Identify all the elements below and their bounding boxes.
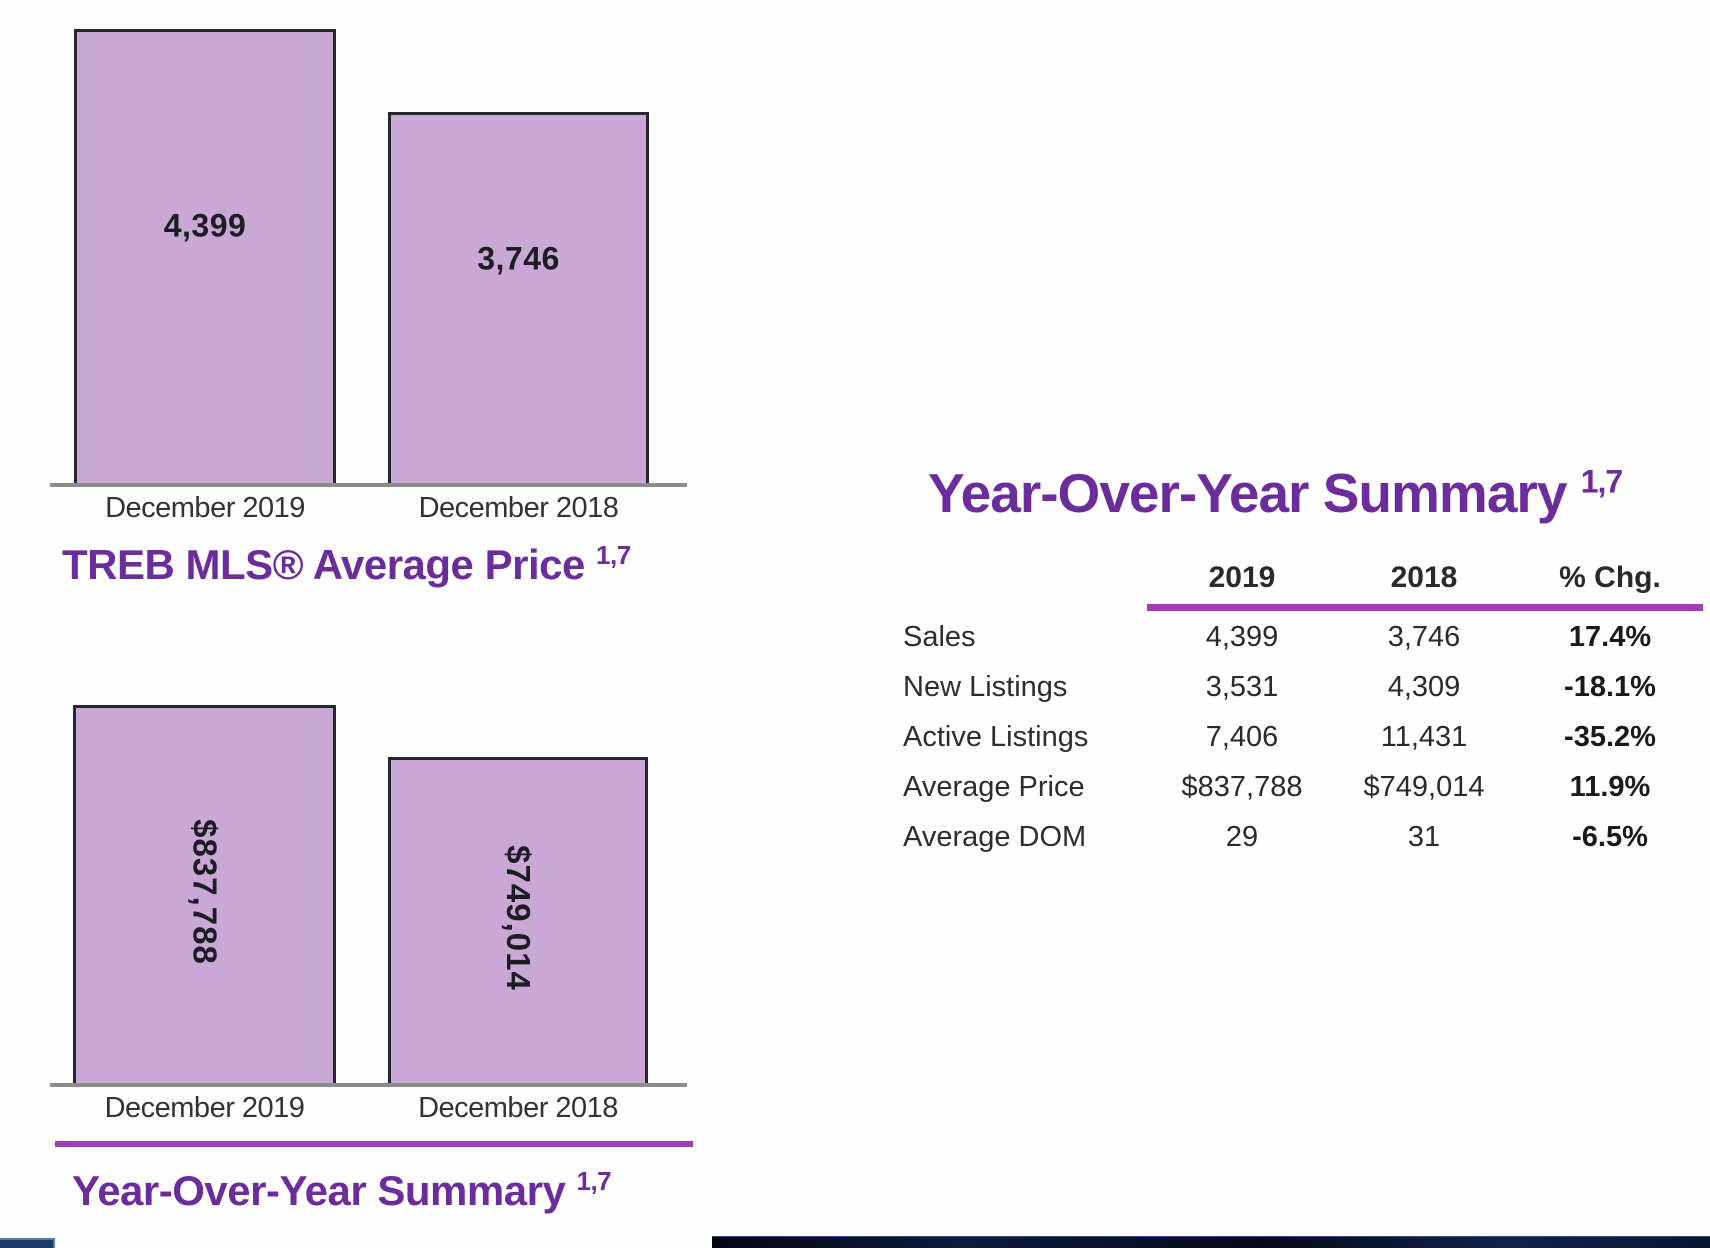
table-row-average-price: Average Price $837,788 $749,014 11.9% bbox=[0, 762, 1710, 812]
table-row-new-listings: New Listings 3,531 4,309 -18.1% bbox=[0, 662, 1710, 712]
price-chart-divider-rule bbox=[55, 1141, 693, 1147]
yoy-summary-title: Year-Over-Year Summary 1,7 bbox=[928, 461, 1623, 525]
price-bar-value-2018: $749,014 bbox=[391, 845, 645, 999]
cell-2019: 29 bbox=[1225, 821, 1259, 853]
price-chart-title: Year-Over-Year Summary 1,7 bbox=[72, 1166, 612, 1215]
sales-chart-title-text: TREB MLS® Average Price bbox=[62, 541, 585, 588]
sales-chart-title: TREB MLS® Average Price 1,7 bbox=[62, 540, 631, 589]
cell-2018: 3,746 bbox=[1387, 621, 1461, 653]
footer-left-navy-bar bbox=[0, 1238, 55, 1248]
sales-bar-value-2018: 3,746 bbox=[477, 240, 560, 277]
row-label: Sales bbox=[903, 621, 976, 653]
yoy-summary-title-footnote: 1,7 bbox=[1580, 463, 1623, 500]
column-header-2018: 2018 bbox=[1390, 561, 1458, 594]
price-x-axis-line bbox=[50, 1083, 687, 1087]
table-row-average-dom: Average DOM 29 31 -6.5% bbox=[0, 812, 1710, 862]
price-chart-title-text: Year-Over-Year Summary bbox=[72, 1167, 566, 1214]
footer-bottom-navy-band bbox=[712, 1236, 1710, 1248]
sales-bar-december-2019: 4,399 bbox=[74, 29, 336, 486]
table-row-active-listings: Active Listings 7,406 11,431 -35.2% bbox=[0, 712, 1710, 762]
cell-2019: 4,399 bbox=[1205, 621, 1279, 653]
row-label: Active Listings bbox=[903, 721, 1089, 753]
row-label: Average DOM bbox=[903, 821, 1087, 853]
sales-bar-value-2019: 4,399 bbox=[163, 207, 247, 244]
price-xlabel-december-2019: December 2019 bbox=[104, 1092, 305, 1124]
column-header-2019: 2019 bbox=[1208, 561, 1276, 594]
sales-chart-title-footnote: 1,7 bbox=[596, 540, 631, 570]
price-xlabel-december-2018: December 2018 bbox=[418, 1092, 618, 1124]
cell-2018: $749,014 bbox=[1363, 771, 1485, 803]
cell-2019: 7,406 bbox=[1205, 721, 1279, 753]
price-bar-december-2019: $837,788 bbox=[73, 705, 336, 1087]
row-label: New Listings bbox=[903, 671, 1068, 703]
sales-xlabel-december-2018: December 2018 bbox=[418, 492, 619, 524]
yoy-summary-title-text: Year-Over-Year Summary bbox=[928, 461, 1567, 524]
table-row-sales: Sales 4,399 3,746 17.4% bbox=[0, 612, 1710, 662]
cell-2018: 31 bbox=[1407, 821, 1441, 853]
sales-x-axis-line bbox=[50, 483, 687, 487]
sales-bar-december-2018: 3,746 bbox=[388, 112, 649, 486]
cell-pct-chg: 11.9% bbox=[1569, 771, 1651, 803]
sales-xlabel-december-2019: December 2019 bbox=[105, 492, 305, 524]
cell-pct-chg: -6.5% bbox=[1572, 821, 1648, 853]
cell-2018: 11,431 bbox=[1380, 721, 1468, 753]
price-bar-december-2018: $749,014 bbox=[388, 757, 648, 1087]
row-label: Average Price bbox=[903, 771, 1085, 803]
price-bar-value-2019-text: $837,788 bbox=[186, 819, 224, 965]
price-bar-value-2019: $837,788 bbox=[76, 819, 333, 973]
column-header-pct-chg: % Chg. bbox=[1559, 561, 1661, 594]
cell-pct-chg: 17.4% bbox=[1568, 621, 1652, 653]
cell-2019: $837,788 bbox=[1181, 771, 1303, 803]
table-header-underline bbox=[1147, 604, 1703, 611]
cell-pct-chg: -35.2% bbox=[1564, 721, 1656, 753]
cell-pct-chg: -18.1% bbox=[1564, 671, 1656, 703]
price-chart-title-footnote: 1,7 bbox=[576, 1166, 612, 1196]
price-bar-value-2018-text: $749,014 bbox=[500, 845, 537, 991]
cell-2018: 4,309 bbox=[1387, 671, 1461, 703]
cell-2019: 3,531 bbox=[1205, 671, 1279, 703]
